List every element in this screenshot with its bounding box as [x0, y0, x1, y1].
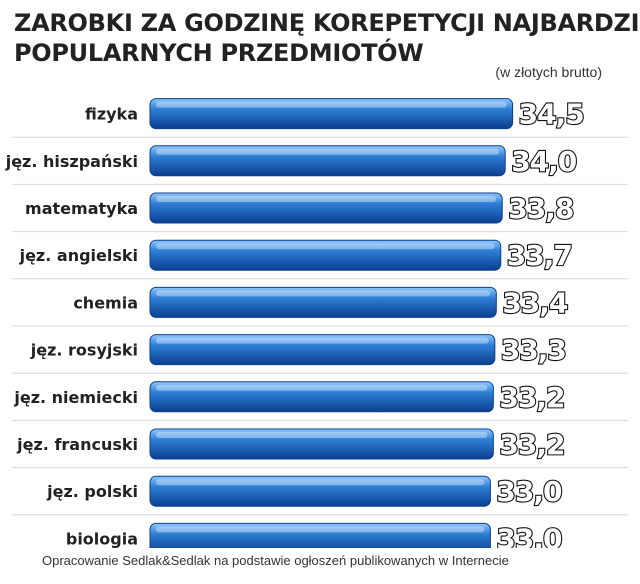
value-label: 33,7	[507, 239, 572, 272]
bar	[149, 381, 494, 413]
chart-title: ZAROBKI ZA GODZINĘ KOREPETYCJI NAJBARDZI…	[14, 8, 640, 68]
bar-highlight	[156, 290, 491, 297]
category-label: jęz. rosyjski	[30, 341, 138, 360]
value-label: 33,2	[499, 428, 564, 461]
value-label: 33,2	[499, 381, 564, 414]
bar	[149, 145, 506, 177]
category-label: fizyka	[85, 105, 138, 124]
bar	[149, 334, 496, 366]
bar-highlight	[156, 526, 485, 533]
value-label: 33,0	[496, 522, 562, 548]
chart-title-line-2: POPULARNYCH PRZEDMIOTÓW	[14, 39, 424, 67]
bar-highlight	[156, 148, 500, 155]
bar-highlight	[156, 432, 488, 438]
category-label: biologia	[66, 529, 138, 548]
value-label: 34,0	[511, 145, 577, 178]
bar	[149, 428, 494, 460]
value-label: 33,0	[496, 475, 562, 508]
value-label: 33,3	[501, 334, 566, 367]
bar-highlight	[156, 337, 489, 344]
bar	[149, 286, 497, 318]
chart-title-line-1: ZAROBKI ZA GODZINĘ KOREPETYCJI NAJBARDZI…	[14, 9, 640, 37]
bar	[149, 475, 491, 507]
bar-highlight	[156, 243, 495, 250]
bar-chart: fizyka 34,5 jęz. hiszpański 34,0 matematyka 3…	[5, 96, 628, 548]
bar	[149, 522, 491, 548]
category-label: jęz. hiszpański	[5, 152, 138, 171]
source-note: Opracowanie Sedlak&Sedlak na podstawie o…	[42, 553, 509, 568]
value-label: 33,4	[502, 286, 568, 319]
bar-highlight	[156, 101, 507, 108]
bar	[149, 239, 502, 271]
bar-highlight	[156, 384, 488, 391]
unit-note: (w złotych brutto)	[495, 64, 602, 80]
category-label: chemia	[73, 293, 138, 312]
category-label: matematyka	[25, 199, 138, 218]
value-label: 33,8	[508, 192, 573, 225]
value-label: 34,5	[519, 98, 584, 131]
category-label: jęz. niemiecki	[13, 388, 138, 407]
bar	[149, 98, 514, 130]
bar-highlight	[156, 196, 497, 202]
category-label: jęz. angielski	[19, 246, 138, 265]
category-label: jęz. francuski	[16, 435, 138, 454]
bar	[149, 192, 503, 224]
category-label: jęz. polski	[46, 482, 138, 501]
bar-highlight	[156, 479, 485, 486]
